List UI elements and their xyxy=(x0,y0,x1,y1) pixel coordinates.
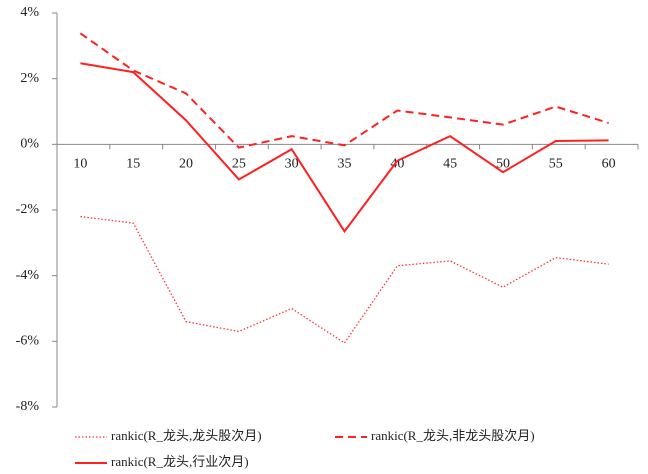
y-tick-label: -2% xyxy=(16,202,40,217)
y-tick-label: -6% xyxy=(16,334,40,349)
y-tick-label: -4% xyxy=(16,268,40,283)
legend-label: rankic(R_龙头,行业次月) xyxy=(111,454,249,469)
x-tick-label: 10 xyxy=(73,157,87,172)
x-tick-label: 30 xyxy=(285,157,299,172)
x-tick-label: 40 xyxy=(390,157,404,172)
x-tick-label: 55 xyxy=(549,157,563,172)
x-tick-label: 25 xyxy=(232,157,246,172)
y-tick-label: 0% xyxy=(20,137,39,152)
x-tick-label: 35 xyxy=(338,157,352,172)
x-tick-label: 50 xyxy=(496,157,510,172)
y-tick-label: 2% xyxy=(20,71,39,86)
series-line xyxy=(79,32,609,149)
series-line xyxy=(80,62,609,234)
y-tick-label: -8% xyxy=(16,399,40,414)
y-tick-label: 4% xyxy=(20,5,39,20)
x-tick-label: 20 xyxy=(179,157,193,172)
legend-label: rankic(R_龙头,非龙头股次月) xyxy=(371,428,535,443)
x-tick-label: 60 xyxy=(602,157,616,172)
x-tick-label: 45 xyxy=(443,157,457,172)
legend-label: rankic(R_龙头,龙头股次月) xyxy=(111,428,262,443)
series-line xyxy=(80,215,609,344)
x-tick-label: 15 xyxy=(126,157,140,172)
